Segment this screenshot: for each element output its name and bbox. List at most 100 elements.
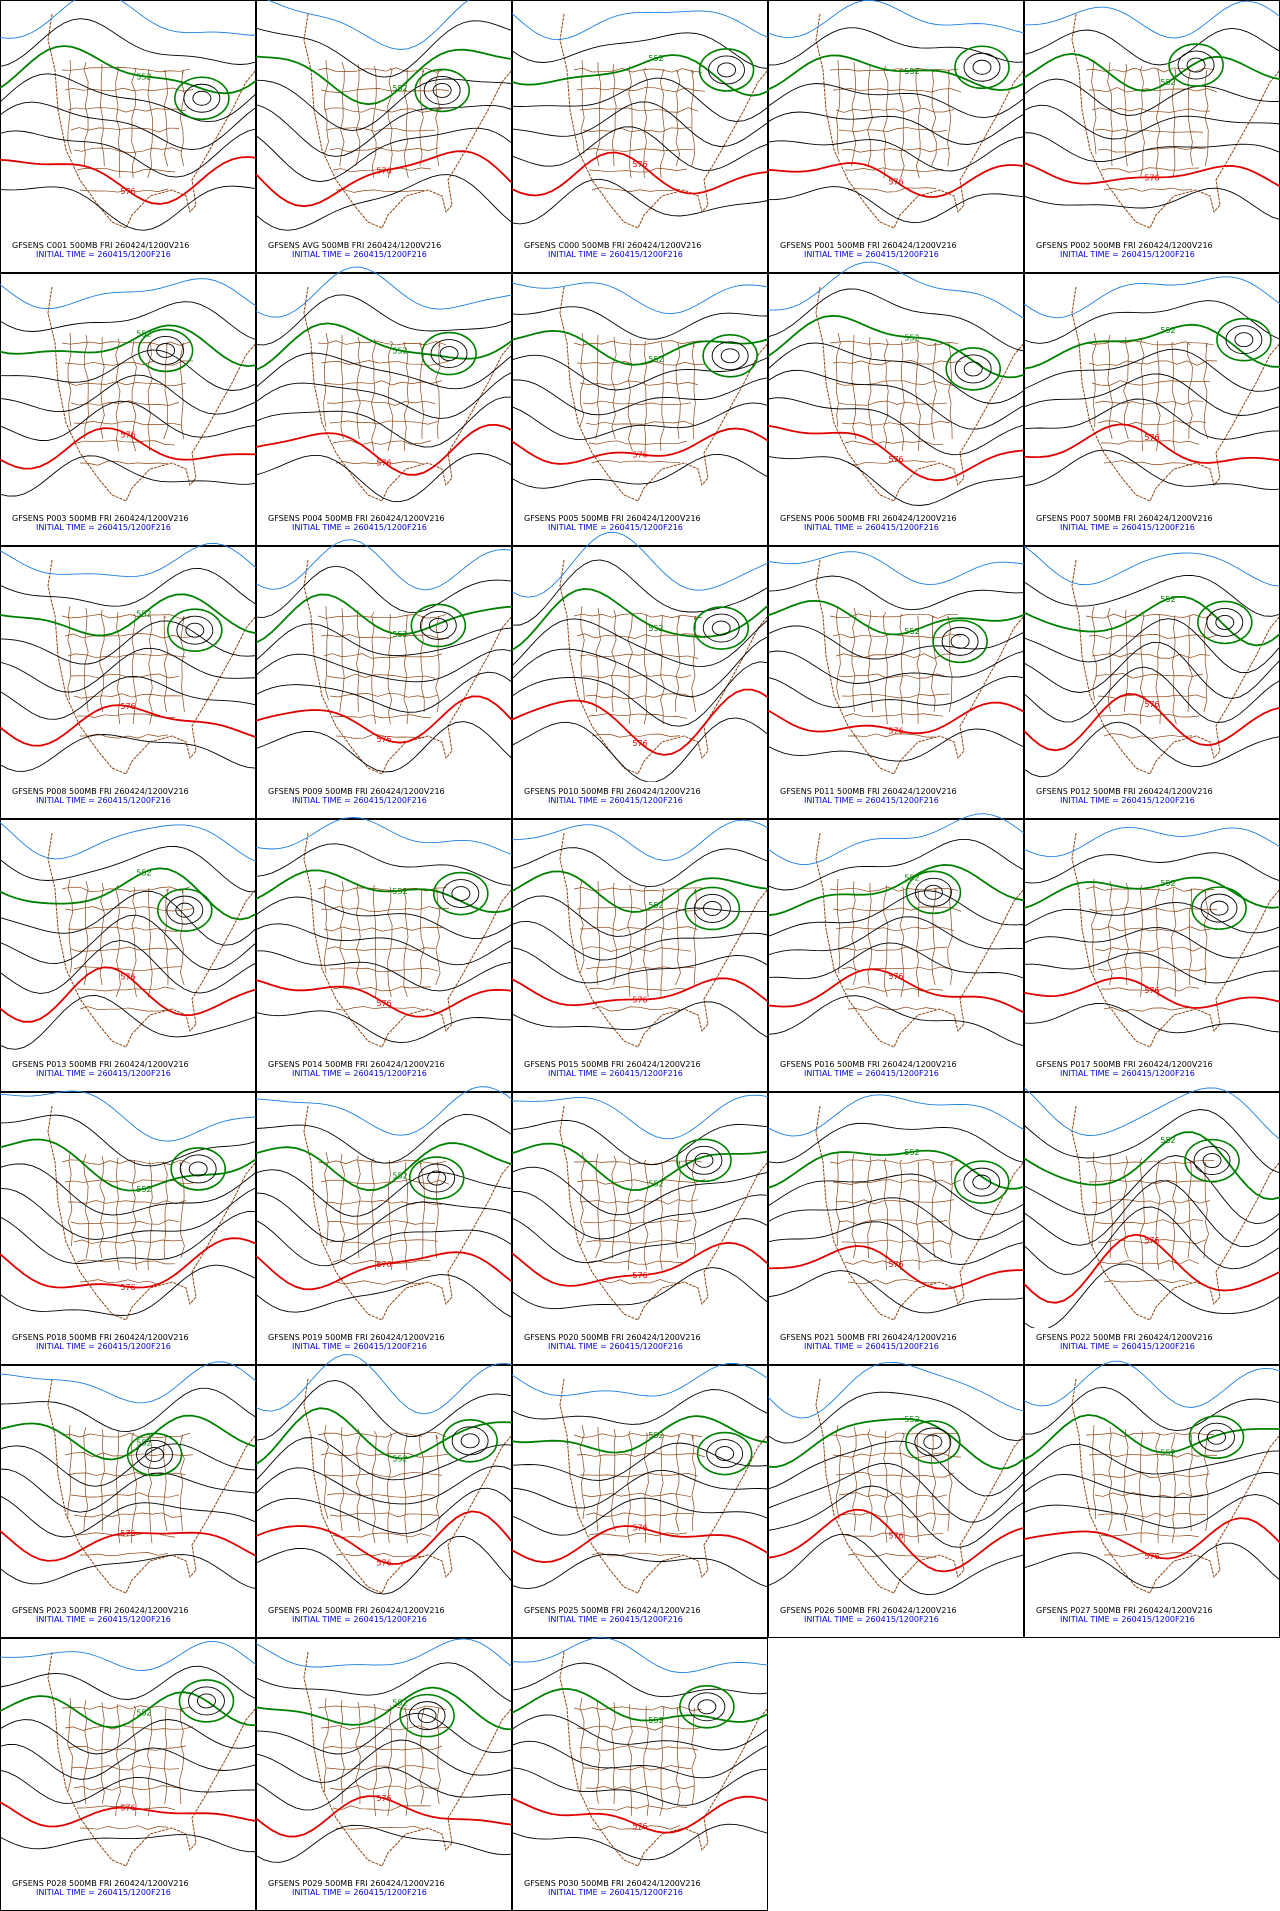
contour-line [1023, 876, 1280, 909]
contour-line [1023, 721, 1280, 778]
contour-line [511, 354, 769, 391]
state-line [931, 69, 937, 167]
state-line [1187, 69, 1193, 167]
state-line [691, 1161, 697, 1259]
panel-caption: GFSENS P008 500MB FRI 260424/1200V216 [12, 787, 189, 796]
contour-low [950, 633, 970, 649]
contour-low [1193, 1146, 1231, 1175]
state-line [1100, 167, 1200, 173]
map-panel: 552 576 GFSENS P022 500MB FRI 260424/1200V… [1023, 1087, 1280, 1365]
contour-line [255, 721, 513, 773]
state-line [916, 615, 921, 725]
contour-label: 576 [120, 1529, 135, 1538]
contour-line [511, 1767, 769, 1806]
contour-line [255, 48, 513, 106]
state-line [1187, 1161, 1192, 1259]
contour-low [197, 1693, 216, 1709]
contour-low [166, 895, 204, 925]
contour-label: 552 [904, 873, 919, 882]
contour-low [963, 52, 1001, 82]
state-line [611, 63, 617, 167]
caption-bg [1025, 1328, 1279, 1364]
contour-low [1209, 900, 1229, 916]
panel-caption: GFSENS P015 500MB FRI 260424/1200V216 [524, 1060, 701, 1069]
state-line [1085, 1432, 1215, 1437]
state-line [115, 1430, 120, 1544]
contour-line [511, 1190, 769, 1240]
contour-low [433, 871, 489, 916]
state-line [1204, 69, 1209, 167]
state-line [582, 1219, 692, 1224]
state-line [1171, 888, 1177, 998]
contour-line [1023, 927, 1280, 959]
contour-label: 552 [1160, 78, 1175, 87]
contour-line [1023, 1360, 1280, 1408]
contour-line [767, 1508, 1025, 1573]
caption-bg [513, 509, 767, 545]
panel-frame [768, 0, 1024, 273]
contour-line [767, 0, 1025, 38]
state-line [387, 67, 393, 179]
map-panel: 552 576 GFSENS P029 500MB FRI 260424/1200V… [255, 1638, 513, 1911]
contour-line [1023, 1517, 1280, 1560]
contour-label: 552 [136, 72, 151, 81]
state-line [1091, 605, 1097, 701]
panel-frame [768, 546, 1024, 819]
state-line [1171, 1161, 1177, 1271]
state-line [76, 1805, 176, 1811]
state-line [591, 1006, 681, 1012]
contour-label: 576 [120, 972, 135, 981]
coastline [559, 559, 769, 775]
contour-line [0, 890, 257, 946]
contour-line [511, 151, 769, 197]
state-line [67, 605, 72, 701]
panel-init-time: INITIAL TIME = 260415/1200F216 [1060, 796, 1195, 805]
caption-bg [1025, 509, 1279, 545]
state-line [320, 906, 450, 912]
contour-low [428, 618, 448, 633]
contour-line [255, 1169, 513, 1217]
state-line [67, 1697, 73, 1793]
contour-line [767, 916, 1025, 956]
state-line [591, 733, 681, 738]
contour-label: 552 [392, 1454, 407, 1463]
state-line [147, 1161, 153, 1271]
state-line [335, 1006, 425, 1011]
state-line [339, 880, 345, 986]
contour-low [676, 1138, 732, 1183]
map-panel: 552 576 GFSENS P023 500MB FRI 260424/1200V… [0, 1361, 257, 1638]
caption-bg [513, 1328, 767, 1364]
contour-line [255, 352, 513, 390]
contour-line [511, 1142, 769, 1192]
contour-low [711, 620, 731, 636]
contour-line [255, 1510, 513, 1566]
contour-line [1023, 1087, 1280, 1140]
contour-label: 552 [136, 1708, 151, 1717]
contour-line [511, 688, 769, 756]
panel-init-time: INITIAL TIME = 260415/1200F216 [292, 1342, 427, 1351]
state-line [1139, 1430, 1144, 1544]
coastline [47, 1105, 257, 1321]
state-line [841, 1512, 951, 1518]
state-line [435, 1161, 440, 1259]
state-line [131, 340, 137, 452]
state-line [1088, 634, 1218, 639]
state-line [64, 87, 194, 92]
contour-line [767, 1149, 1025, 1190]
contour-line [0, 1554, 257, 1590]
contour-line [1023, 1233, 1280, 1304]
contour-low [175, 902, 195, 918]
contour-label: 552 [1160, 1449, 1175, 1458]
contour-low [183, 83, 221, 113]
state-line [320, 1725, 450, 1731]
panel-frame [768, 1365, 1024, 1638]
contour-line [0, 1361, 257, 1404]
state-line [588, 986, 688, 991]
state-line [1103, 1006, 1193, 1012]
state-line [1088, 360, 1218, 366]
contour-line [0, 18, 257, 68]
state-line [947, 1434, 953, 1532]
state-line [326, 400, 436, 406]
state-line [1092, 332, 1097, 428]
state-line [588, 1532, 688, 1537]
